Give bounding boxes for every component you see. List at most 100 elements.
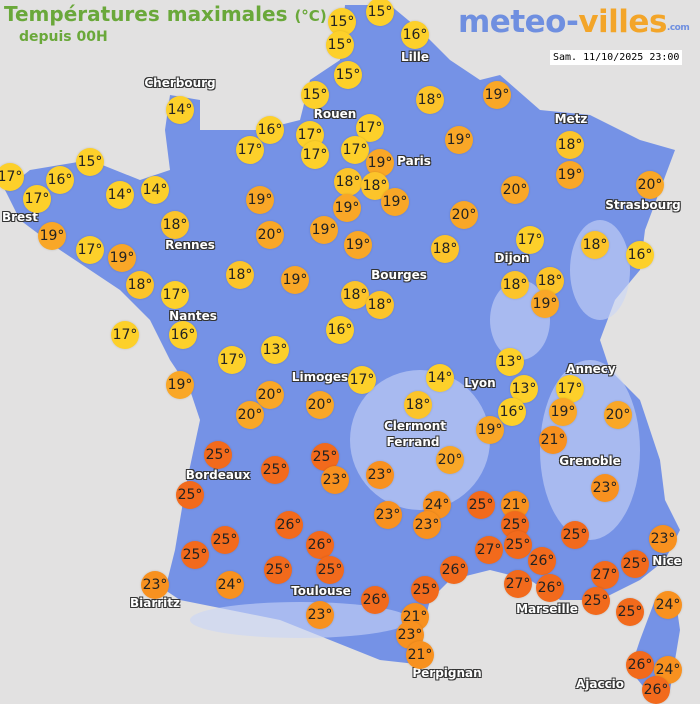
temperature-marker[interactable]: 21° [539, 426, 567, 454]
temperature-marker[interactable]: 27° [504, 570, 532, 598]
temperature-marker[interactable]: 16° [169, 321, 197, 349]
temperature-marker[interactable]: 19° [344, 231, 372, 259]
temperature-marker[interactable]: 18° [226, 261, 254, 289]
temperature-marker[interactable]: 27° [475, 536, 503, 564]
temperature-marker[interactable]: 18° [404, 391, 432, 419]
temperature-marker[interactable]: 14° [426, 364, 454, 392]
temperature-marker[interactable]: 19° [381, 188, 409, 216]
temperature-marker[interactable]: 18° [556, 131, 584, 159]
temperature-marker[interactable]: 15° [301, 81, 329, 109]
temperature-marker[interactable]: 14° [106, 181, 134, 209]
temperature-marker[interactable]: 19° [166, 371, 194, 399]
temperature-marker[interactable]: 16° [256, 116, 284, 144]
temperature-marker[interactable]: 20° [256, 381, 284, 409]
temperature-marker[interactable]: 17° [516, 226, 544, 254]
temperature-marker[interactable]: 16° [498, 398, 526, 426]
temperature-marker[interactable]: 19° [246, 186, 274, 214]
temperature-marker[interactable]: 23° [413, 511, 441, 539]
temperature-marker[interactable]: 17° [236, 136, 264, 164]
temperature-marker[interactable]: 19° [476, 416, 504, 444]
temperature-marker[interactable]: 19° [531, 290, 559, 318]
temperature-marker[interactable]: 23° [306, 601, 334, 629]
temperature-marker[interactable]: 26° [528, 547, 556, 575]
temperature-marker[interactable]: 18° [161, 211, 189, 239]
temperature-marker[interactable]: 19° [445, 126, 473, 154]
temperature-marker[interactable]: 19° [310, 216, 338, 244]
temperature-marker[interactable]: 18° [334, 168, 362, 196]
temperature-marker[interactable]: 25° [504, 531, 532, 559]
temperature-marker[interactable]: 20° [501, 176, 529, 204]
temperature-marker[interactable]: 25° [411, 576, 439, 604]
temperature-marker[interactable]: 25° [264, 556, 292, 584]
temperature-marker[interactable]: 20° [636, 171, 664, 199]
temperature-marker[interactable]: 18° [361, 172, 389, 200]
temperature-marker[interactable]: 20° [450, 201, 478, 229]
temperature-marker[interactable]: 25° [211, 526, 239, 554]
temperature-marker[interactable]: 21° [406, 641, 434, 669]
temperature-marker[interactable]: 17° [161, 281, 189, 309]
temperature-marker[interactable]: 17° [218, 346, 246, 374]
temperature-marker[interactable]: 17° [341, 136, 369, 164]
temperature-marker[interactable]: 25° [621, 550, 649, 578]
temperature-marker[interactable]: 18° [341, 281, 369, 309]
temperature-marker[interactable]: 25° [261, 456, 289, 484]
temperature-marker[interactable]: 19° [556, 161, 584, 189]
temperature-marker[interactable]: 17° [76, 236, 104, 264]
temperature-marker[interactable]: 26° [275, 511, 303, 539]
temperature-marker[interactable]: 25° [181, 541, 209, 569]
temperature-marker[interactable]: 23° [366, 461, 394, 489]
temperature-marker[interactable]: 18° [501, 271, 529, 299]
temperature-marker[interactable]: 23° [321, 466, 349, 494]
temperature-marker[interactable]: 25° [204, 441, 232, 469]
temperature-marker[interactable]: 26° [440, 556, 468, 584]
temperature-marker[interactable]: 25° [561, 521, 589, 549]
temperature-marker[interactable]: 17° [0, 163, 24, 191]
temperature-marker[interactable]: 25° [467, 491, 495, 519]
temperature-marker[interactable]: 16° [626, 241, 654, 269]
temperature-marker[interactable]: 24° [654, 591, 682, 619]
temperature-marker[interactable]: 14° [141, 176, 169, 204]
temperature-marker[interactable]: 13° [261, 336, 289, 364]
temperature-marker[interactable]: 23° [374, 501, 402, 529]
temperature-marker[interactable]: 25° [616, 598, 644, 626]
temperature-marker[interactable]: 26° [642, 676, 670, 704]
temperature-marker[interactable]: 25° [582, 587, 610, 615]
temperature-marker[interactable]: 17° [301, 141, 329, 169]
temperature-marker[interactable]: 20° [436, 446, 464, 474]
temperature-marker[interactable]: 19° [281, 266, 309, 294]
temperature-marker[interactable]: 20° [306, 391, 334, 419]
temperature-marker[interactable]: 19° [483, 81, 511, 109]
temperature-marker[interactable]: 18° [366, 291, 394, 319]
temperature-marker[interactable]: 23° [591, 474, 619, 502]
temperature-marker[interactable]: 13° [496, 348, 524, 376]
temperature-marker[interactable]: 19° [38, 222, 66, 250]
temperature-marker[interactable]: 18° [126, 271, 154, 299]
temperature-marker[interactable]: 23° [141, 571, 169, 599]
temperature-marker[interactable]: 17° [111, 321, 139, 349]
temperature-marker[interactable]: 16° [401, 21, 429, 49]
temperature-marker[interactable]: 19° [333, 194, 361, 222]
temperature-marker[interactable]: 19° [549, 398, 577, 426]
temperature-marker[interactable]: 18° [416, 86, 444, 114]
temperature-marker[interactable]: 26° [536, 574, 564, 602]
temperature-marker[interactable]: 16° [46, 166, 74, 194]
temperature-marker[interactable]: 26° [626, 651, 654, 679]
temperature-marker[interactable]: 16° [326, 316, 354, 344]
temperature-marker[interactable]: 15° [334, 61, 362, 89]
temperature-marker[interactable]: 26° [306, 531, 334, 559]
temperature-marker[interactable]: 17° [348, 366, 376, 394]
temperature-marker[interactable]: 27° [591, 561, 619, 589]
temperature-marker[interactable]: 19° [108, 244, 136, 272]
temperature-marker[interactable]: 26° [361, 586, 389, 614]
temperature-marker[interactable]: 15° [326, 31, 354, 59]
temperature-marker[interactable]: 18° [431, 235, 459, 263]
temperature-marker[interactable]: 25° [176, 481, 204, 509]
temperature-marker[interactable]: 23° [649, 525, 677, 553]
temperature-marker[interactable]: 24° [216, 571, 244, 599]
temperature-marker[interactable]: 20° [236, 401, 264, 429]
temperature-marker[interactable]: 14° [166, 96, 194, 124]
temperature-marker[interactable]: 18° [581, 231, 609, 259]
temperature-marker[interactable]: 20° [256, 221, 284, 249]
temperature-marker[interactable]: 17° [23, 185, 51, 213]
temperature-marker[interactable]: 20° [604, 401, 632, 429]
